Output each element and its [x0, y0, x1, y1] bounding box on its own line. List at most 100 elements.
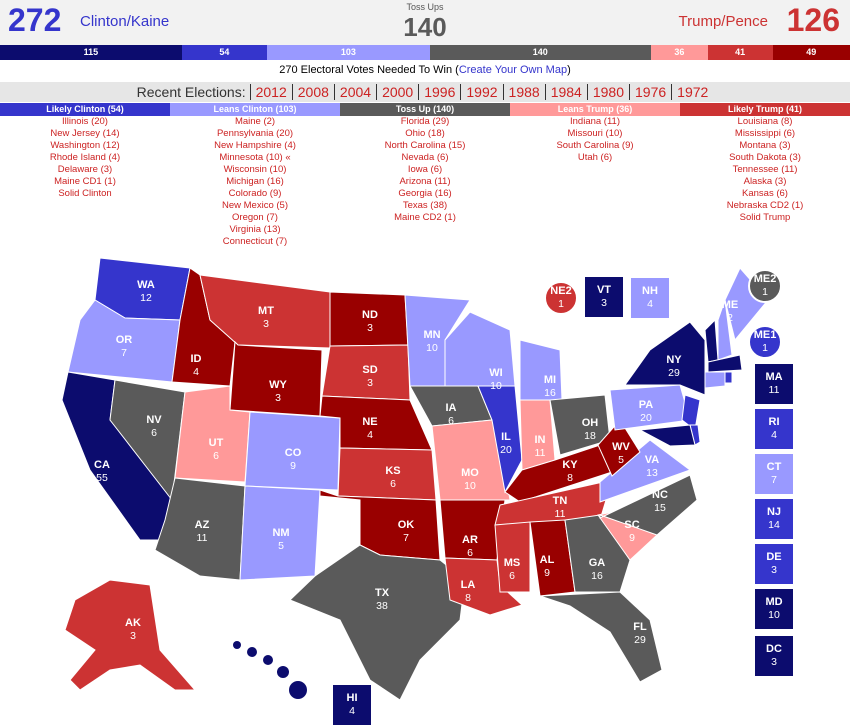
column-item[interactable]: Florida (29) — [400, 116, 450, 127]
bar-segment: 103 — [267, 45, 430, 60]
column-item[interactable]: Louisiana (8) — [737, 116, 793, 127]
election-year[interactable]: 2012 — [249, 84, 292, 100]
state-abbr: CA — [94, 459, 110, 471]
column-item[interactable]: Colorado (9) — [228, 188, 282, 199]
column-item[interactable]: South Carolina (9) — [556, 140, 634, 151]
state — [64, 579, 197, 691]
column-item[interactable]: Montana (3) — [739, 140, 791, 151]
state-abbr: MT — [258, 305, 274, 317]
state-votes: 10 — [464, 480, 476, 492]
column-item[interactable]: Mississippi (6) — [734, 128, 796, 139]
column-item[interactable]: Maine (2) — [234, 116, 276, 127]
state-badge — [748, 325, 782, 359]
state-votes: 8 — [567, 472, 573, 484]
state-votes: 7 — [121, 347, 127, 359]
state-votes: 7 — [771, 474, 777, 486]
state-abbr: MS — [504, 557, 521, 569]
column-item[interactable]: Pennsylvania (20) — [216, 128, 294, 139]
column-item[interactable]: Arizona (11) — [399, 176, 451, 187]
header: 272 Clinton/Kaine Toss Ups 140 Trump/Pen… — [0, 0, 850, 45]
column-item[interactable]: Nevada (6) — [401, 152, 449, 163]
column-title: Likely Trump (41) — [680, 103, 850, 116]
state-abbr: WA — [137, 279, 155, 291]
election-year[interactable]: 2004 — [333, 84, 377, 100]
state-box — [755, 499, 793, 539]
column-item[interactable]: Tennessee (11) — [732, 164, 798, 175]
election-year[interactable]: 2008 — [291, 84, 334, 100]
state-votes: 7 — [403, 532, 409, 544]
column-title: Leans Clinton (103) — [170, 103, 340, 116]
column-item[interactable]: Iowa (6) — [407, 164, 443, 175]
column-item[interactable]: Delaware (3) — [57, 164, 113, 175]
hawaii-island — [277, 666, 289, 678]
column-item[interactable]: North Carolina (15) — [384, 140, 466, 151]
state-abbr: HI — [347, 692, 358, 704]
column-item[interactable]: Ohio (18) — [405, 128, 445, 139]
column-title: Leans Trump (36) — [510, 103, 680, 116]
column-item[interactable]: Minnesota (10) « — [219, 152, 291, 163]
column-item[interactable]: Missouri (10) — [567, 128, 623, 139]
election-year[interactable]: 1988 — [502, 84, 545, 100]
column-item[interactable]: Nebraska CD2 (1) — [726, 200, 804, 211]
column-item[interactable]: Maine CD1 (1) — [54, 176, 116, 187]
state-votes: 6 — [448, 415, 454, 427]
column-item[interactable]: New Jersey (14) — [50, 128, 120, 139]
state-box — [631, 278, 669, 318]
election-year[interactable]: 1992 — [460, 84, 503, 100]
election-year[interactable]: 1996 — [418, 84, 461, 100]
column-item[interactable]: Utah (6) — [577, 152, 613, 163]
state-abbr: DE — [766, 551, 781, 563]
state-votes: 3 — [771, 656, 777, 668]
state-abbr: RI — [769, 416, 780, 428]
state-abbr: IA — [446, 402, 457, 414]
column-item[interactable]: Alaska (3) — [743, 176, 787, 187]
state-abbr: KS — [385, 465, 400, 477]
column-item[interactable]: Virginia (13) — [229, 224, 281, 235]
state-abbr: ME1 — [754, 329, 777, 341]
column-item[interactable]: Indiana (11) — [570, 116, 620, 127]
column: Likely Trump (41) Louisiana (8) Mississipp… — [680, 103, 850, 224]
state-abbr: CT — [767, 461, 782, 473]
column-item[interactable]: Texas (38) — [402, 200, 448, 211]
state — [199, 274, 331, 349]
column-item[interactable]: Solid Trump — [739, 212, 791, 223]
state-abbr: VA — [645, 454, 660, 466]
state-abbr: GA — [589, 557, 606, 569]
state-votes: 11 — [535, 447, 546, 459]
tossup-label: Toss Ups — [406, 2, 444, 12]
state-votes: 16 — [591, 570, 603, 582]
state — [624, 321, 706, 396]
bar-segment: 54 — [181, 45, 267, 60]
column-item[interactable]: Maine CD2 (1) — [394, 212, 456, 223]
election-year[interactable]: 1980 — [586, 84, 630, 100]
election-year[interactable]: 2000 — [376, 84, 419, 100]
column-item[interactable]: Georgia (16) — [398, 188, 452, 199]
column-item[interactable]: Solid Clinton — [58, 188, 112, 199]
election-year[interactable]: 1972 — [671, 84, 714, 100]
column-item[interactable]: Kansas (6) — [742, 188, 788, 199]
state-abbr: WY — [269, 379, 287, 391]
state-abbr: SC — [624, 519, 639, 531]
state-votes: 6 — [467, 547, 473, 559]
election-year[interactable]: 1976 — [629, 84, 672, 100]
state — [494, 521, 531, 593]
column-item[interactable]: Oregon (7) — [232, 212, 278, 223]
column: Leans Clinton (103) Maine (2) Pennsylvania… — [170, 103, 340, 248]
state-votes: 10 — [768, 609, 780, 621]
column-item[interactable]: Illinois (20) — [62, 116, 108, 127]
state — [477, 385, 523, 494]
state-abbr: CO — [285, 447, 302, 459]
column-item[interactable]: Wisconsin (10) — [223, 164, 287, 175]
column-item[interactable]: New Hampshire (4) — [214, 140, 296, 151]
state-abbr: AL — [540, 554, 555, 566]
column-item[interactable]: New Mexico (5) — [222, 200, 288, 211]
column-item[interactable]: Connecticut (7) — [222, 236, 288, 247]
column-item[interactable]: South Dakota (3) — [729, 152, 801, 163]
column-item[interactable]: Washington (12) — [50, 140, 120, 151]
column-item[interactable]: Rhode Island (4) — [49, 152, 121, 163]
state-abbr: ME2 — [754, 273, 777, 285]
column-item[interactable]: Michigan (16) — [226, 176, 284, 187]
election-year[interactable]: 1984 — [544, 84, 587, 100]
map-link[interactable]: Create Your Own Map — [458, 64, 568, 76]
state-votes: 10 — [490, 380, 502, 392]
